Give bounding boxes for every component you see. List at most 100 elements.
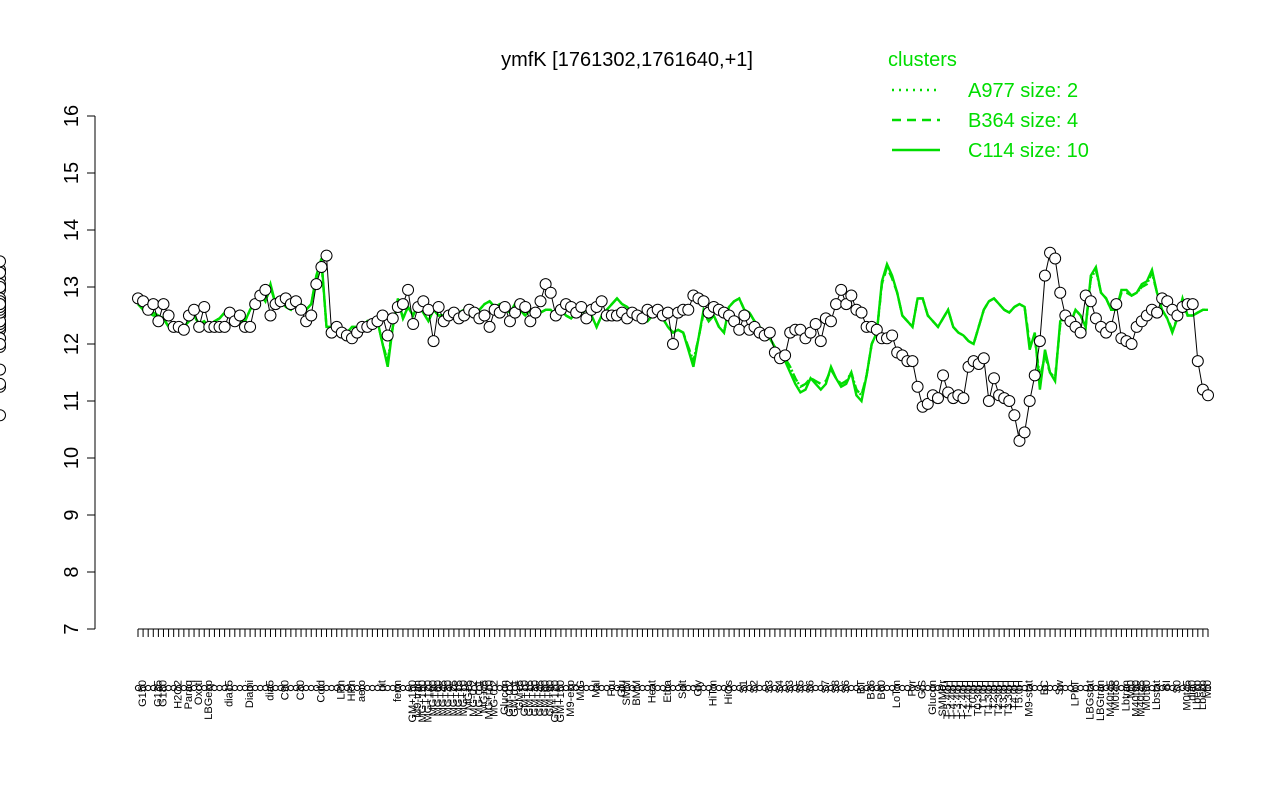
data-point bbox=[845, 289, 858, 302]
data-point bbox=[315, 261, 328, 274]
data-point bbox=[264, 309, 277, 322]
x-tick-label: BMM bbox=[631, 680, 643, 706]
data-point bbox=[1202, 389, 1214, 402]
data-point bbox=[667, 338, 679, 350]
x-tick-label: G180 bbox=[157, 680, 169, 707]
data-point bbox=[977, 352, 990, 365]
x-tick-label: T0.30H bbox=[973, 680, 985, 716]
x-tick-label: M/G bbox=[575, 680, 587, 701]
data-point bbox=[1023, 395, 1036, 407]
data-point bbox=[310, 278, 323, 291]
x-tick-label: GM-0.2 bbox=[504, 680, 516, 717]
x-tick-label: Pyr bbox=[906, 680, 918, 697]
data-point bbox=[809, 318, 822, 331]
y-tick-label: 13 bbox=[61, 276, 83, 298]
data-point bbox=[1003, 395, 1016, 407]
data-point bbox=[824, 315, 837, 328]
data-point bbox=[0, 409, 6, 422]
x-tick-label: M0t45 bbox=[1182, 680, 1194, 711]
x-tick-label: T0.0H bbox=[968, 680, 980, 710]
x-tick-label: Lbexp bbox=[1192, 680, 1204, 710]
x-tick-label: GM+5 bbox=[514, 680, 526, 710]
x-tick-label: M0t90 bbox=[1141, 680, 1153, 711]
x-tick-label: Lbstat bbox=[1151, 680, 1163, 710]
x-tick-label: T-1.40H bbox=[962, 680, 974, 719]
x-tick-label: T-3.40H bbox=[952, 680, 964, 719]
data-point bbox=[575, 300, 588, 313]
x-tick-label: dia0 bbox=[1187, 680, 1199, 701]
x-tick-label: M40t45 bbox=[1105, 680, 1117, 717]
x-tick-label: S6 bbox=[804, 680, 816, 693]
data-point bbox=[259, 283, 272, 296]
data-point bbox=[595, 295, 608, 308]
x-tick-label: Lbexp bbox=[1197, 680, 1209, 710]
x-tick-label: S3 bbox=[784, 680, 796, 693]
data-point bbox=[157, 298, 170, 311]
x-tick-label: MG+45 bbox=[438, 680, 450, 716]
data-point bbox=[402, 283, 415, 296]
x-tick-label: S2 bbox=[748, 680, 760, 693]
x-tick-label: MG+60 bbox=[433, 680, 445, 716]
x-tick-label: ferm bbox=[392, 680, 404, 702]
y-tick-label: 12 bbox=[61, 333, 83, 355]
data-point bbox=[519, 300, 532, 313]
y-tick-label: 10 bbox=[61, 447, 83, 469]
data-point bbox=[1038, 269, 1051, 282]
data-point bbox=[1125, 338, 1138, 350]
data-point bbox=[1186, 298, 1199, 311]
x-sample-marker bbox=[369, 684, 376, 692]
data-point bbox=[244, 320, 257, 333]
x-tick-label: Mt0 bbox=[1202, 680, 1214, 698]
data-point bbox=[432, 300, 445, 313]
data-point bbox=[295, 303, 308, 316]
x-tick-label: MG+5 bbox=[463, 680, 475, 710]
x-tick-label: BT bbox=[855, 680, 867, 694]
data-point bbox=[906, 355, 919, 368]
data-point bbox=[1008, 409, 1021, 422]
x-tick-label: GM+120 bbox=[550, 680, 562, 723]
x-tick-label: HiOs bbox=[723, 680, 735, 705]
x-tick-label: Glucon bbox=[499, 680, 511, 715]
x-tick-label: S6 bbox=[840, 680, 852, 693]
x-tick-label: MG+10 bbox=[458, 680, 470, 716]
data-point bbox=[957, 392, 970, 405]
x-tick-label: Oxctl bbox=[193, 680, 205, 705]
data-point bbox=[233, 309, 246, 322]
data-point bbox=[544, 286, 557, 299]
data-point bbox=[1054, 286, 1067, 299]
x-tick-label: T3.0H bbox=[998, 680, 1010, 710]
chart-title: ymfK [1761302,1761640,+1] bbox=[501, 49, 753, 71]
x-tick-label: MG-0.1 bbox=[473, 680, 485, 717]
x-sample-marker bbox=[216, 684, 223, 692]
data-point bbox=[733, 323, 746, 336]
data-point bbox=[320, 249, 333, 262]
data-point bbox=[814, 335, 827, 348]
x-tick-label: Paraq bbox=[183, 680, 195, 709]
data-point bbox=[682, 303, 695, 316]
x-tick-label: Etha bbox=[662, 679, 674, 703]
data-point bbox=[177, 323, 190, 336]
y-tick-label: 9 bbox=[61, 509, 83, 520]
x-tick-label: S3 bbox=[764, 680, 776, 693]
cluster-line-dashed bbox=[137, 261, 1208, 398]
x-tick-label: LBGtran bbox=[1095, 680, 1107, 721]
x-tick-label: M9-tran bbox=[412, 680, 424, 718]
x-tick-label: T1.30H bbox=[983, 680, 995, 716]
x-tick-label: C90 bbox=[280, 680, 292, 700]
data-point bbox=[422, 303, 435, 316]
data-point bbox=[886, 329, 899, 342]
x-tick-label: Lbtran bbox=[1120, 680, 1132, 711]
x-tick-label: S8 bbox=[830, 680, 842, 693]
x-tick-label: G150 bbox=[137, 680, 149, 707]
data-point bbox=[661, 306, 674, 319]
data-point bbox=[738, 309, 751, 322]
y-tick-label: 8 bbox=[61, 566, 83, 577]
x-tick-label: S7 bbox=[820, 680, 832, 693]
x-tick-label: Salt bbox=[677, 680, 689, 699]
y-axis: 7 8 9 10 11 12 13 14 15 16 bbox=[61, 105, 96, 635]
y-tick-label: 11 bbox=[61, 391, 83, 412]
x-tick-label: Mt0 bbox=[1125, 680, 1137, 698]
x-tick-label: MG+15 bbox=[453, 680, 465, 716]
x-tick-label: Glu bbox=[616, 680, 628, 697]
x-tick-label: LPh bbox=[336, 680, 348, 700]
